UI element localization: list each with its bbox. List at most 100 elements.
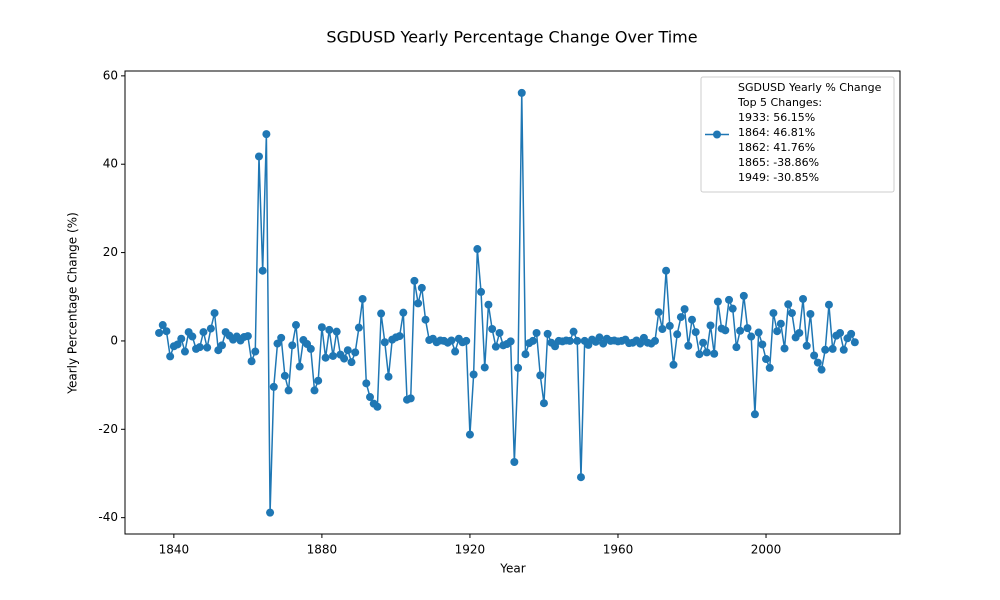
data-point: [728, 304, 737, 313]
data-point: [280, 371, 289, 380]
y-tick-label: 0: [110, 333, 118, 347]
data-point: [321, 353, 330, 362]
legend-note: 1864: 46.81%: [738, 126, 815, 139]
data-point: [725, 295, 734, 304]
data-point: [155, 328, 164, 337]
data-point: [824, 300, 833, 309]
data-point: [680, 305, 689, 314]
data-point: [543, 329, 552, 338]
data-point: [351, 348, 360, 357]
data-point: [166, 352, 175, 361]
legend-box: [700, 76, 895, 193]
data-point: [340, 354, 349, 363]
data-point: [277, 333, 286, 342]
y-tick-label: -40: [98, 510, 118, 524]
data-point: [343, 346, 352, 355]
data-point: [528, 336, 537, 345]
data-point: [380, 338, 389, 347]
data-point: [754, 328, 763, 337]
data-point: [188, 332, 197, 341]
data-point: [358, 294, 367, 303]
data-point: [769, 309, 778, 318]
data-point: [702, 348, 711, 357]
x-tick-label: 1840: [159, 543, 190, 557]
data-point: [447, 336, 456, 345]
data-point: [684, 341, 693, 350]
data-point: [195, 343, 204, 352]
data-point: [521, 350, 530, 359]
data-point: [839, 345, 848, 354]
data-point: [377, 309, 386, 318]
data-point: [836, 328, 845, 337]
data-point: [162, 327, 171, 336]
data-point: [828, 344, 837, 353]
data-point: [510, 457, 519, 466]
data-point: [576, 473, 585, 482]
data-point: [273, 339, 282, 348]
plot-frame: [124, 70, 901, 535]
data-point: [217, 341, 226, 350]
data-point: [158, 321, 167, 330]
data-point: [173, 340, 182, 349]
data-point: [310, 386, 319, 395]
data-point: [650, 336, 659, 345]
data-point: [795, 328, 804, 337]
data-point: [206, 324, 215, 333]
data-point: [802, 341, 811, 350]
data-point: [465, 430, 474, 439]
data-point: [477, 287, 486, 296]
data-point: [688, 315, 697, 324]
data-point: [288, 341, 297, 350]
data-point: [247, 357, 256, 366]
data-point: [243, 332, 252, 341]
data-point: [595, 333, 604, 342]
data-point: [514, 363, 523, 372]
data-point: [399, 308, 408, 317]
data-point: [366, 393, 375, 402]
data-point: [180, 347, 189, 356]
data-point: [284, 386, 293, 395]
data-point: [750, 410, 759, 419]
data-point: [317, 323, 326, 332]
data-point: [332, 327, 341, 336]
x-tick-label: 1920: [455, 543, 486, 557]
data-point: [325, 325, 334, 334]
data-point: [469, 370, 478, 379]
data-point: [406, 394, 415, 403]
legend-note: Top 5 Changes:: [737, 96, 822, 109]
y-tick-label: 20: [103, 245, 118, 259]
legend-note: 1865: -38.86%: [738, 156, 819, 169]
data-point: [410, 276, 419, 285]
data-point: [203, 343, 212, 352]
data-point: [806, 309, 815, 318]
data-point: [373, 402, 382, 411]
data-point: [269, 382, 278, 391]
data-point: [536, 371, 545, 380]
data-point: [776, 319, 785, 328]
data-point: [676, 313, 685, 322]
data-point: [695, 350, 704, 359]
data-point: [662, 266, 671, 275]
data-point: [665, 321, 674, 330]
data-point: [780, 344, 789, 353]
data-point: [506, 337, 515, 346]
data-point: [291, 321, 300, 330]
legend-label: SGDUSD Yearly % Change: [738, 81, 882, 94]
data-point: [306, 344, 315, 353]
data-point: [799, 294, 808, 303]
data-point: [762, 355, 771, 364]
data-point: [517, 88, 526, 97]
data-point: [414, 299, 423, 308]
legend-marker: [713, 130, 721, 139]
data-point: [636, 339, 645, 348]
legend-note: 1949: -30.85%: [738, 171, 819, 184]
data-point: [384, 372, 393, 381]
data-point: [765, 363, 774, 372]
data-point: [199, 328, 208, 337]
data-point: [495, 328, 504, 337]
data-point: [451, 347, 460, 356]
data-point: [810, 351, 819, 360]
x-tick-label: 2000: [751, 543, 782, 557]
data-point: [462, 336, 471, 345]
